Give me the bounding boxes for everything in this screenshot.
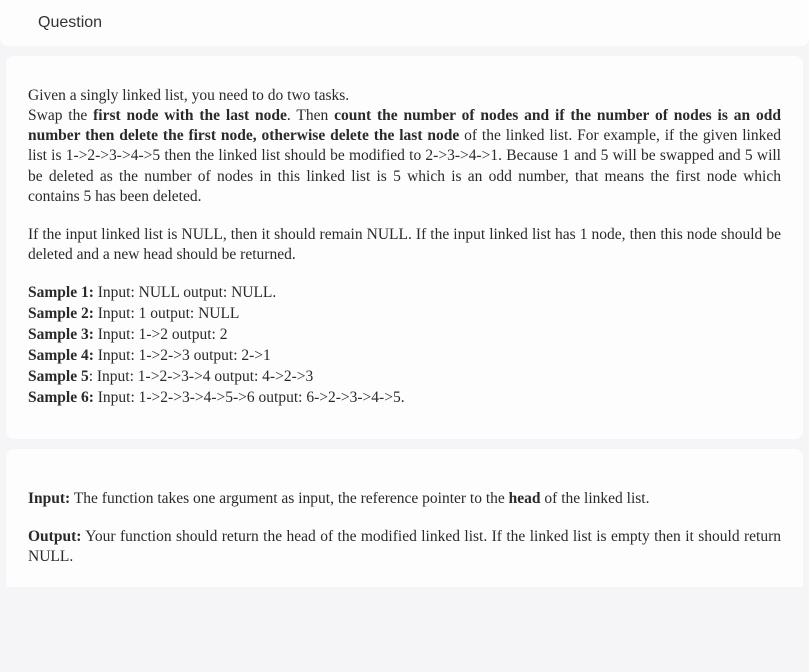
question-title: Question (38, 14, 102, 31)
intro-line: Given a singly linked list, you need to … (28, 86, 781, 106)
question-header: Question (0, 0, 809, 46)
input-spec: Input: The function takes one argument a… (28, 489, 781, 509)
sample-label: Sample 3: (28, 326, 94, 343)
sample-label: Sample 1: (28, 284, 94, 301)
sample-rest: Input: 1->2 output: 2 (94, 326, 228, 343)
sample-label: Sample 5 (28, 368, 89, 385)
task-part-a: Swap the (28, 107, 93, 124)
sample-row: Sample 4: Input: 1->2->3 output: 2->1 (28, 346, 781, 367)
task-description: Swap the first node with the last node. … (28, 106, 781, 207)
sample-row: Sample 2: Input: 1 output: NULL (28, 304, 781, 325)
paragraph-gap (28, 265, 781, 283)
io-card: Input: The function takes one argument a… (6, 449, 803, 587)
input-head-bold: head (509, 490, 541, 507)
task-bold-1: first node with the last node (93, 107, 287, 124)
sample-row: Sample 1: Input: NULL output: NULL. (28, 283, 781, 304)
input-tail: of the linked list. (541, 490, 650, 507)
sample-row: Sample 3: Input: 1->2 output: 2 (28, 325, 781, 346)
sample-rest: Input: 1->2->3->4->5->6 output: 6->2->3-… (94, 389, 405, 406)
sample-rest: Input: NULL output: NULL. (94, 284, 276, 301)
output-text: Your function should return the head of … (28, 528, 781, 565)
null-note: If the input linked list is NULL, then i… (28, 225, 781, 265)
sample-row: Sample 5: Input: 1->2->3->4 output: 4->2… (28, 367, 781, 388)
intro-text: Given a singly linked list, you need to … (28, 87, 349, 104)
output-spec: Output: Your function should return the … (28, 527, 781, 567)
input-text: The function takes one argument as input… (70, 490, 508, 507)
paragraph-gap (28, 207, 781, 225)
sample-rest: Input: 1->2->3 output: 2->1 (94, 347, 271, 364)
paragraph-gap (28, 509, 781, 527)
sample-rest: : Input: 1->2->3->4 output: 4->2->3 (89, 368, 314, 385)
sample-label: Sample 6: (28, 389, 94, 406)
question-body-card: Given a singly linked list, you need to … (6, 56, 803, 439)
sample-rest: Input: 1 output: NULL (94, 305, 240, 322)
sample-label: Sample 2: (28, 305, 94, 322)
input-label: Input: (28, 490, 70, 507)
sample-row: Sample 6: Input: 1->2->3->4->5->6 output… (28, 388, 781, 409)
output-label: Output: (28, 528, 81, 545)
task-part-c: . Then (287, 107, 334, 124)
sample-label: Sample 4: (28, 347, 94, 364)
